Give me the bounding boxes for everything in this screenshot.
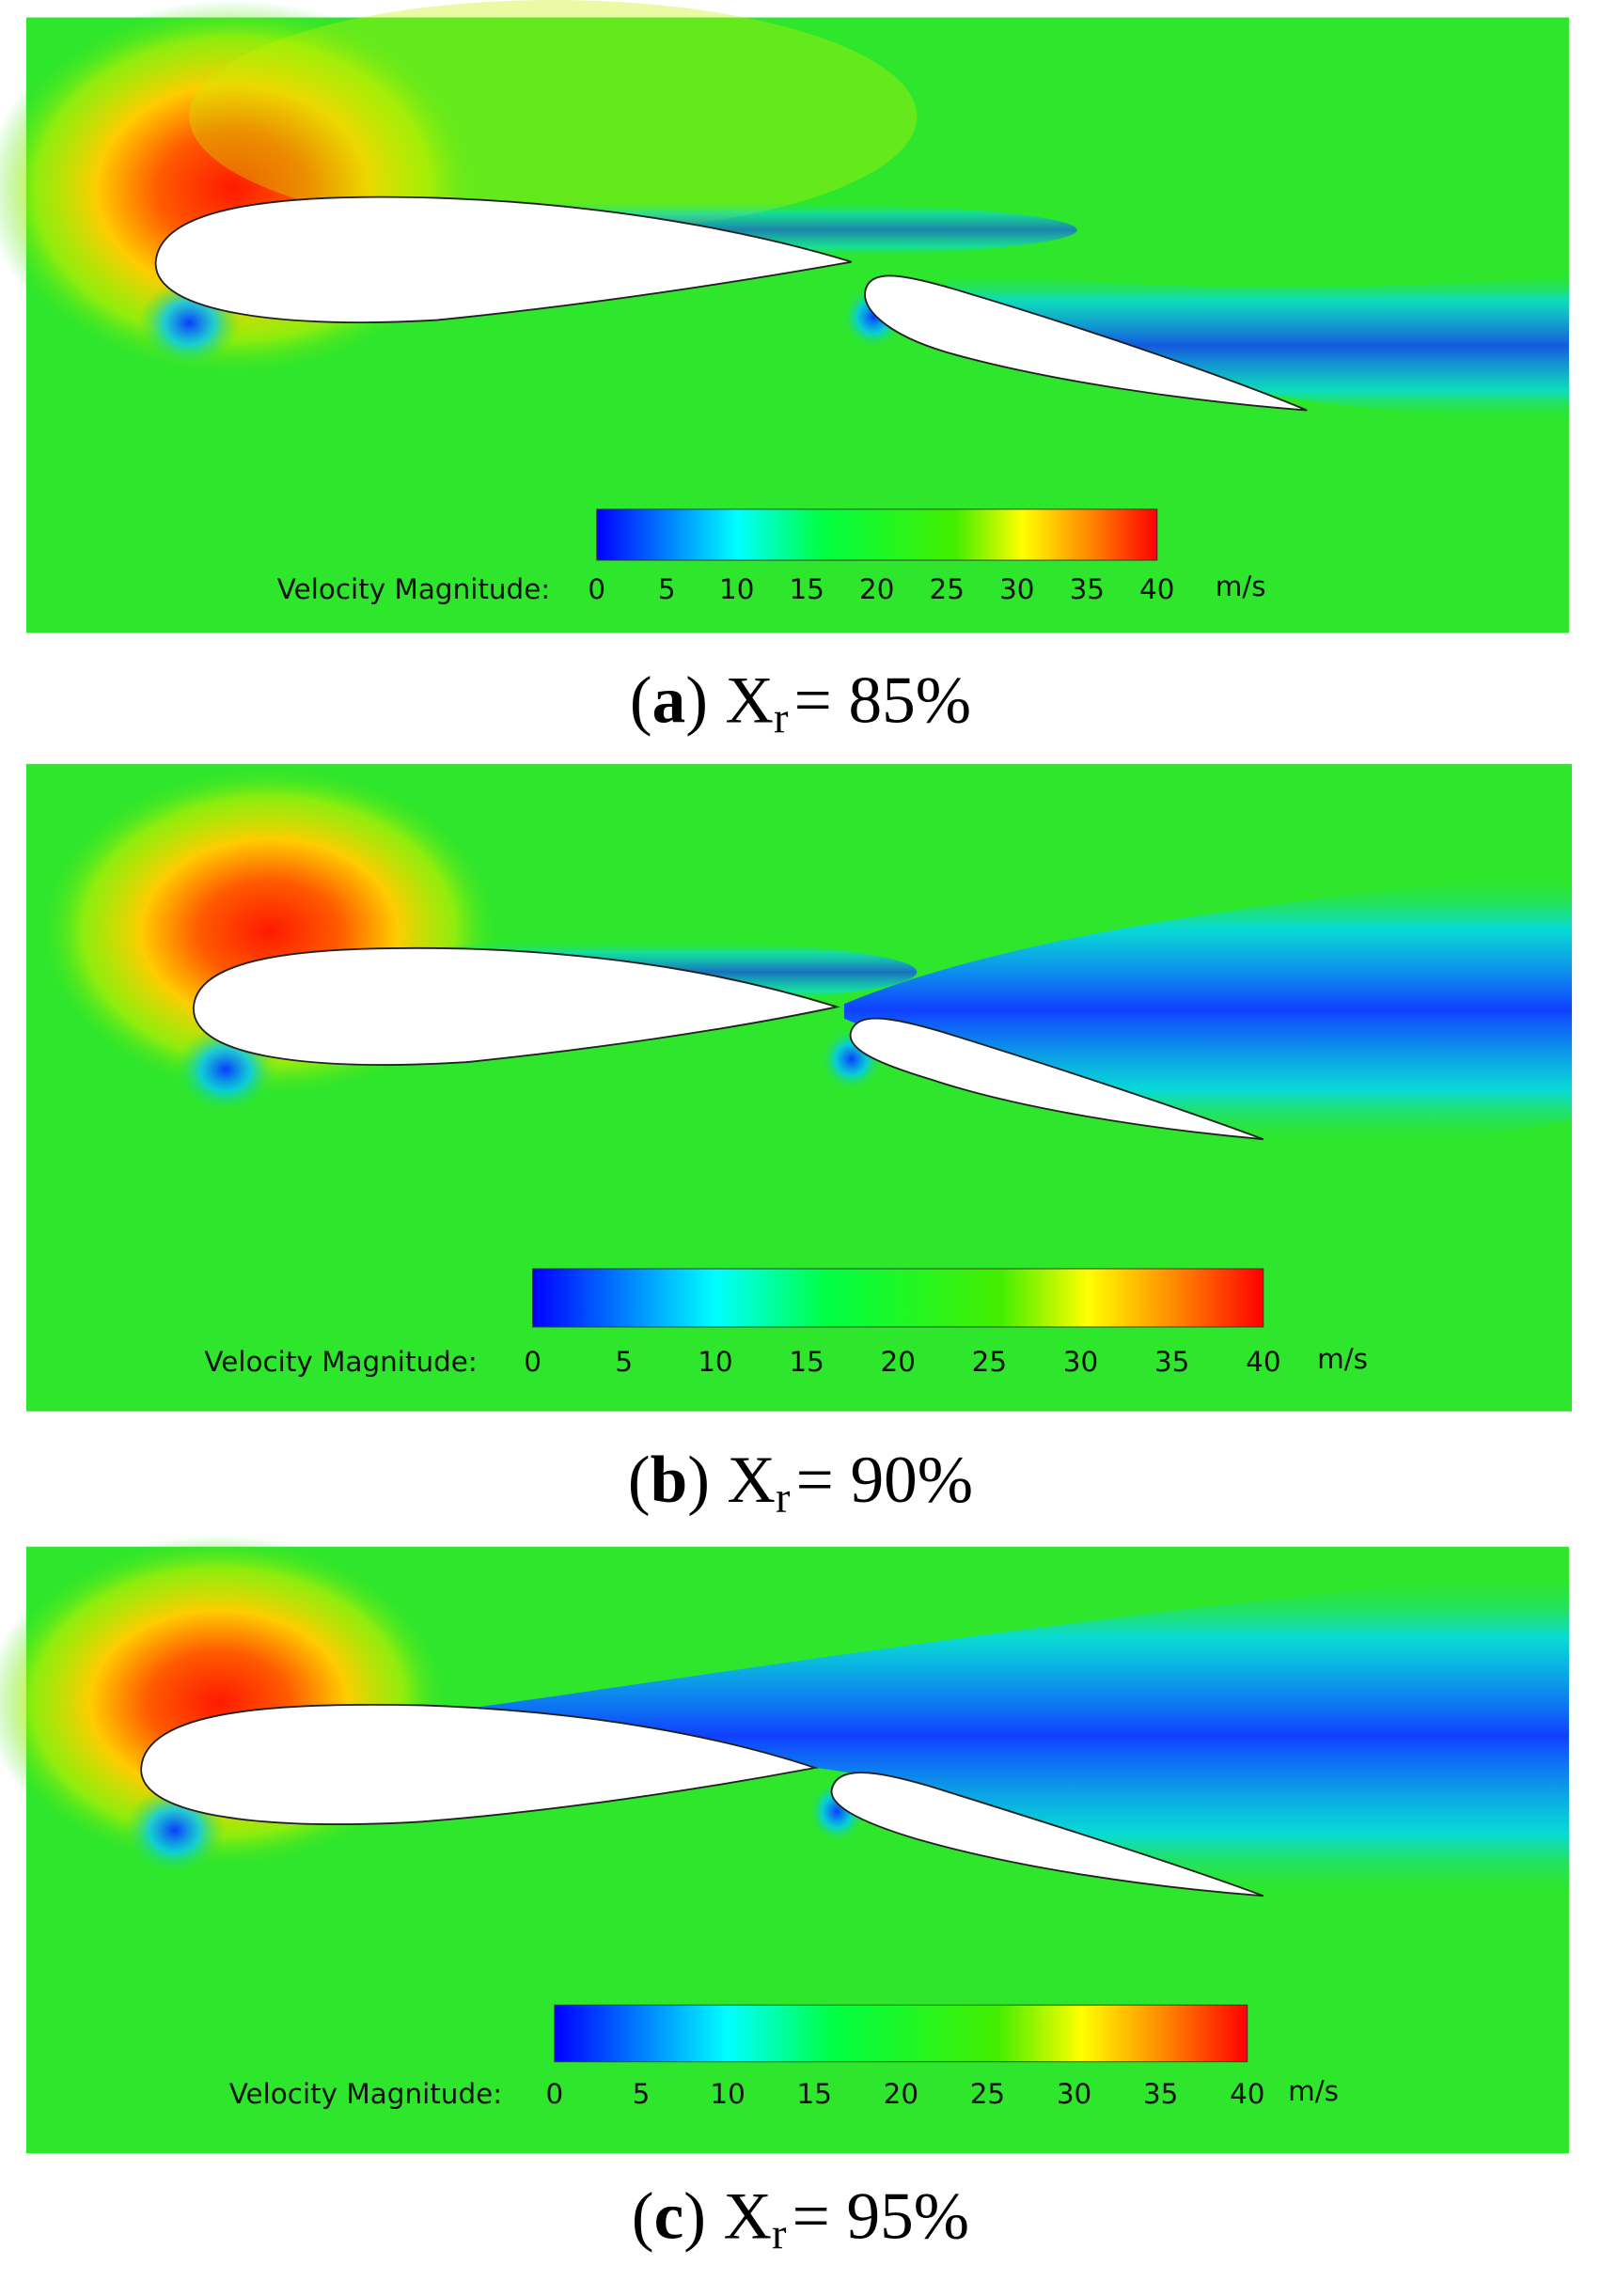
colorbar-tick-label: 35	[1070, 573, 1105, 605]
colorbar-tick-label: 15	[796, 2078, 831, 2110]
colorbar-label: Velocity Magnitude:	[204, 1346, 477, 1378]
colorbar-tick-label: 25	[930, 573, 965, 605]
colorbar-tick-label: 40	[1246, 1346, 1280, 1378]
caption-paren: )	[683, 2180, 706, 2254]
colorbar-tick-label: 40	[1230, 2078, 1264, 2110]
main-airfoil	[154, 195, 852, 324]
caption-subscript: r	[774, 695, 789, 742]
caption-symbol: X	[726, 664, 774, 738]
colorbar-tick-label: 30	[1057, 2078, 1091, 2110]
caption-letter: b	[651, 1445, 688, 1518]
caption-paren: (	[632, 2180, 654, 2254]
colorbar-unit: m/s	[1317, 1343, 1368, 1375]
colorbar-tick-label: 5	[633, 2078, 651, 2110]
colorbar-tick-label: 0	[546, 2078, 564, 2110]
colorbar-unit: m/s	[1216, 570, 1266, 602]
caption-value: = 85%	[794, 664, 971, 738]
caption-symbol: X	[724, 2180, 772, 2254]
colorbar-tick-label: 25	[972, 1346, 1007, 1378]
caption-paren: (	[630, 664, 652, 738]
colorbar	[554, 2004, 1248, 2063]
colorbar-tick-label: 15	[790, 573, 824, 605]
colorbar-unit: m/s	[1288, 2075, 1339, 2107]
panel	[0, 1535, 1569, 2154]
caption-letter: a	[652, 664, 686, 738]
flap-airfoil	[864, 274, 1308, 412]
colorbar-tick-label: 30	[999, 573, 1034, 605]
main-airfoil	[140, 1703, 819, 1826]
colorbar-tick-label: 35	[1154, 1346, 1189, 1378]
colorbar-tick-label: 20	[881, 1346, 916, 1378]
colorbar-tick-label: 35	[1143, 2078, 1178, 2110]
caption-value: = 90%	[796, 1445, 973, 1518]
caption-value: = 95%	[793, 2180, 969, 2254]
colorbar-tick-label: 10	[719, 573, 754, 605]
colorbar-tick-label: 15	[789, 1346, 824, 1378]
main-airfoil	[192, 946, 840, 1066]
colorbar-tick-label: 10	[710, 2078, 745, 2110]
flap-airfoil	[830, 1772, 1264, 1898]
caption-subscript: r	[776, 1474, 791, 1522]
colorbar-label: Velocity Magnitude:	[229, 2078, 502, 2110]
flap-airfoil	[849, 1017, 1264, 1141]
colorbar-tick-label: 40	[1139, 573, 1174, 605]
colorbar	[596, 508, 1158, 561]
caption: (b) Xr = 90%	[628, 1445, 973, 1523]
caption-subscript: r	[772, 2210, 787, 2258]
colorbar-tick-label: 20	[859, 573, 894, 605]
colorbar-tick-label: 5	[658, 573, 676, 605]
colorbar-label: Velocity Magnitude:	[277, 573, 550, 605]
caption: (c) Xr = 95%	[632, 2180, 969, 2258]
colorbar-tick-label: 0	[524, 1346, 542, 1378]
caption: (a) Xr = 85%	[630, 664, 971, 742]
colorbar-tick-label: 20	[884, 2078, 918, 2110]
panel	[0, 0, 1569, 633]
wake	[407, 1571, 1569, 1900]
wake	[946, 269, 1569, 422]
colorbar-tick-label: 25	[970, 2078, 1005, 2110]
colorbar-tick-label: 10	[698, 1346, 732, 1378]
caption-paren: )	[685, 664, 708, 738]
colorbar-tick-label: 5	[615, 1346, 633, 1378]
colorbar-tick-label: 0	[588, 573, 605, 605]
colorbar-tick-label: 30	[1063, 1346, 1098, 1378]
caption-symbol: X	[728, 1445, 776, 1518]
high-velocity-region	[189, 0, 918, 233]
colorbar	[532, 1268, 1264, 1328]
caption-paren: (	[628, 1445, 651, 1518]
caption-paren: )	[687, 1445, 710, 1518]
caption-letter: c	[654, 2180, 684, 2254]
